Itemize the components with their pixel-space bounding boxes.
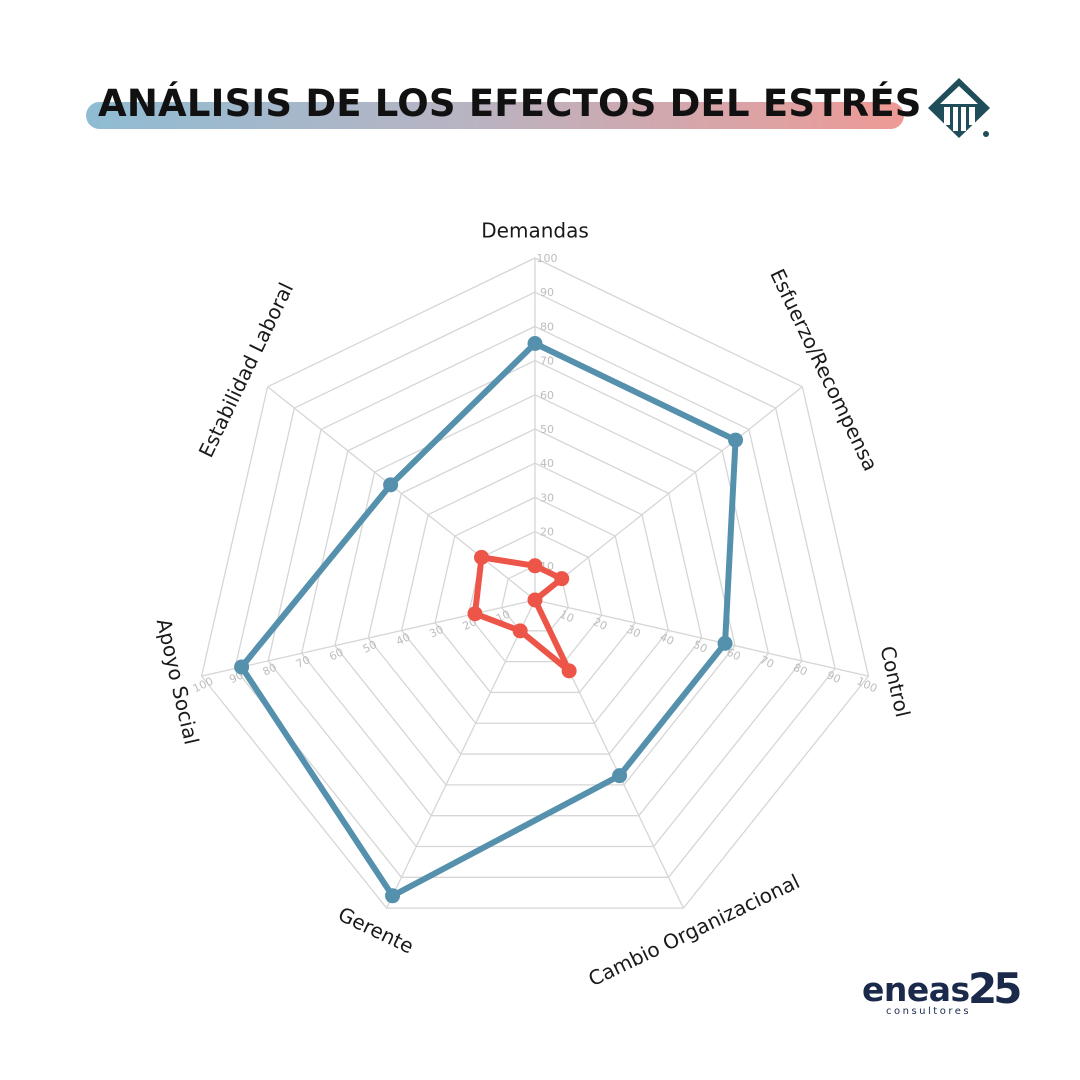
axis-tick-label: 30 xyxy=(624,623,642,641)
data-point xyxy=(561,663,577,679)
category-label: Gerente xyxy=(334,902,417,959)
axis-tick-label: 60 xyxy=(327,646,345,664)
series-line xyxy=(471,554,573,674)
data-point xyxy=(717,635,733,651)
category-label: Cambio Organizacional xyxy=(585,869,804,991)
axis-tick-label: 60 xyxy=(540,389,554,402)
axis-tick-label: 90 xyxy=(824,668,842,686)
axis-tick-label: 80 xyxy=(261,661,279,679)
series-line xyxy=(238,340,739,899)
axis-tick-label: 80 xyxy=(791,661,809,679)
axis-tick-label: 100 xyxy=(191,675,216,696)
data-point xyxy=(527,592,543,608)
grid-ring xyxy=(367,428,703,755)
axis-tick-label: 60 xyxy=(724,646,742,664)
axis-tick-label: 100 xyxy=(537,252,558,265)
data-point xyxy=(554,571,570,587)
data-point xyxy=(527,558,543,574)
axis-tick-label: 100 xyxy=(855,675,880,696)
axis-tick-label: 40 xyxy=(540,457,554,470)
data-point xyxy=(385,888,401,904)
category-label: Control xyxy=(875,644,915,720)
axis-tick-label: 20 xyxy=(540,526,554,539)
axis-tick-label: 50 xyxy=(691,638,709,656)
category-label: Demandas xyxy=(481,219,589,243)
axis-spoke xyxy=(201,599,536,677)
footer-brand-word: eneas xyxy=(862,970,970,1009)
title-banner: ANÁLISIS DE LOS EFECTOS DEL ESTRÉS xyxy=(86,80,921,136)
grid-ring xyxy=(434,496,636,694)
axis-tick-label: 50 xyxy=(540,423,554,436)
axis-tick-label: 30 xyxy=(427,623,445,641)
page-title: ANÁLISIS DE LOS EFECTOS DEL ESTRÉS xyxy=(98,82,922,125)
footer-brand-sub: consultores xyxy=(886,1006,972,1017)
data-point xyxy=(467,606,483,622)
axis-spoke xyxy=(267,386,536,601)
axis-spoke xyxy=(386,599,536,909)
axis-tick-label: 30 xyxy=(540,491,554,504)
grid-ring xyxy=(234,291,836,878)
grid-ring xyxy=(334,394,736,786)
axis-tick-label: 20 xyxy=(591,615,609,633)
data-point xyxy=(383,477,399,493)
data-point xyxy=(612,768,628,784)
category-label: Esfuerzo/Recompensa xyxy=(765,265,883,475)
data-point xyxy=(512,623,528,639)
axis-tick-label: 50 xyxy=(361,638,379,656)
footer-logo: eneas 25 consultores xyxy=(860,964,1025,1030)
triangle-emblem-icon xyxy=(928,78,990,138)
data-point xyxy=(728,432,744,448)
category-label: Estabilidad Laboral xyxy=(194,279,298,461)
axis-tick-label: 40 xyxy=(394,630,412,648)
data-point xyxy=(234,659,250,675)
grid-ring xyxy=(300,359,770,817)
axis-tick-label: 80 xyxy=(540,320,554,333)
axis-spoke xyxy=(534,386,803,601)
axis-tick-label: 70 xyxy=(540,355,554,368)
footer-brand-number: 25 xyxy=(968,964,1022,1013)
axis-tick-label: 90 xyxy=(540,286,554,299)
axis-tick-label: 70 xyxy=(294,653,312,671)
axis-tick-label: 40 xyxy=(658,630,676,648)
data-point xyxy=(474,549,490,565)
grid-ring xyxy=(200,257,870,909)
data-point xyxy=(527,336,543,351)
axis-tick-label: 10 xyxy=(558,608,576,626)
axis-tick-label: 70 xyxy=(758,653,776,671)
title-gradient-bar xyxy=(86,102,904,129)
grid-ring xyxy=(267,325,803,848)
grid-ring xyxy=(400,462,670,724)
axis-spoke xyxy=(534,599,869,677)
